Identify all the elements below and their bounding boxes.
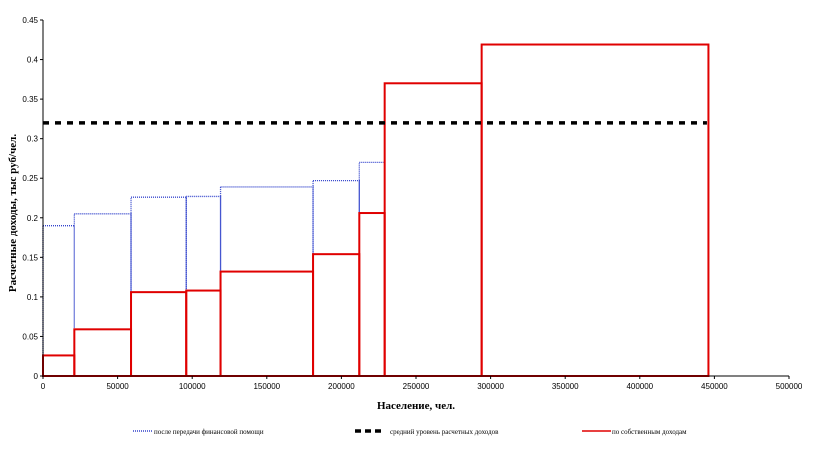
bar [73,328,133,377]
x-tick-label: 450000 [701,382,728,391]
x-axis-ticks: 0 50000 100000 150000 200000 250000 300000 3500… [41,376,803,391]
x-tick-label: 200000 [328,382,355,391]
x-tick-label: 150000 [253,382,280,391]
bar [219,270,315,377]
x-tick-label: 0 [41,382,46,391]
bar [480,43,710,377]
bar [312,179,360,377]
bar [185,289,222,377]
x-tick-label: 250000 [403,382,430,391]
y-tick-label: 0.15 [22,253,38,262]
x-tick-label: 50000 [106,382,129,391]
series-own-income [42,43,710,378]
bar [480,43,710,377]
legend-label-own-income: по собственным доходам [612,428,687,436]
bar [358,212,386,377]
legend: после передачи финансовой помощи средний… [133,428,687,436]
bar [42,354,76,378]
legend-label-financial-aid: после передачи финансовой помощи [154,428,264,436]
y-axis-title: Расчетные доходы, тыс руб/чел. [7,134,19,292]
x-tick-label: 300000 [477,382,504,391]
bar [42,225,75,377]
y-tick-label: 0.35 [22,95,38,104]
x-axis-title: Население, чел. [377,400,455,412]
bar [130,196,187,377]
bar [384,82,483,377]
bar [73,213,132,377]
x-tick-label: 400000 [626,382,653,391]
y-tick-label: 0.05 [22,332,38,341]
bar [219,186,314,377]
y-axis-ticks: 0 0.05 0.1 0.15 0.2 0.25 0.3 0.35 0.4 0.45 [22,16,43,381]
x-tick-label: 500000 [776,382,803,391]
y-tick-label: 0.25 [22,174,38,183]
y-tick-label: 0.3 [27,135,39,144]
bar [312,253,361,377]
bar [130,291,188,377]
y-tick-label: 0.2 [27,214,39,223]
y-tick-label: 0.4 [27,56,39,65]
bar [383,82,483,378]
x-tick-label: 100000 [179,382,206,391]
bar [358,161,386,377]
x-tick-label: 350000 [552,382,579,391]
bar [185,195,222,377]
legend-label-average-level: средний уровень расчетных доходов [390,428,499,436]
y-tick-label: 0 [34,372,39,381]
y-tick-label: 0.45 [22,16,38,25]
y-tick-label: 0.1 [27,293,39,302]
axes [42,20,789,377]
series-financial-aid [42,43,710,377]
